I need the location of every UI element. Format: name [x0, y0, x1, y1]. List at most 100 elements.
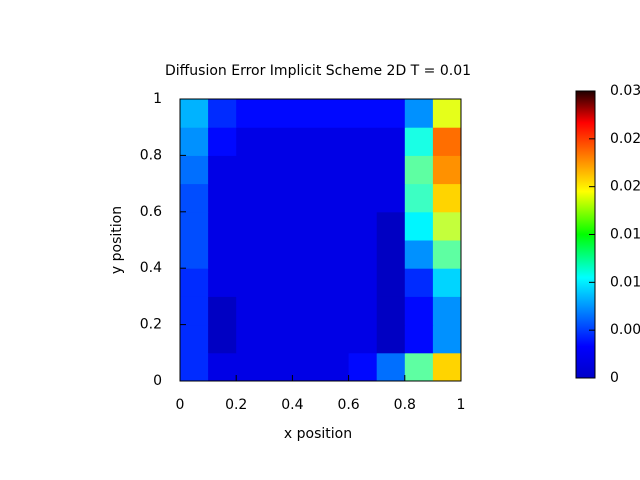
heatmap-cell	[236, 240, 265, 269]
heatmap-cell	[292, 155, 321, 185]
heatmap-cell	[292, 127, 321, 156]
colorbar-tick-label: 0.015	[610, 227, 640, 243]
heatmap-cell	[208, 296, 237, 326]
heatmap-cell	[320, 296, 350, 326]
heatmap-cell	[292, 296, 321, 326]
heatmap-cell	[320, 324, 350, 354]
heatmap-cell	[404, 127, 434, 156]
heatmap-cell	[180, 324, 209, 354]
chart-title: Diffusion Error Implicit Scheme 2D T = 0…	[165, 63, 471, 79]
heatmap-cell	[292, 240, 321, 269]
heatmap-cell	[432, 352, 462, 382]
heatmap-cell	[348, 352, 378, 382]
heatmap-cell	[180, 352, 209, 382]
heatmap-cell	[376, 240, 406, 269]
heatmap-cell	[320, 240, 350, 269]
heatmap-cell	[264, 352, 293, 382]
colorbar-tick-label: 0.03	[610, 83, 640, 99]
heatmap-cell	[264, 296, 293, 326]
y-tick-label: 0.2	[140, 317, 162, 333]
heatmap-cell	[376, 268, 406, 297]
y-tick-label: 1	[153, 91, 162, 107]
heatmap-cell	[292, 99, 321, 128]
heatmap-cell	[208, 127, 237, 156]
x-tick-label: 0.8	[394, 397, 416, 413]
heatmap	[180, 99, 462, 382]
heatmap-cell	[236, 352, 265, 382]
heatmap-cell	[320, 155, 350, 185]
colorbar-tick-label: 0.01	[610, 274, 640, 290]
x-tick-label: 0	[176, 397, 185, 413]
heatmap-cell	[348, 268, 378, 297]
heatmap-cell	[404, 99, 434, 128]
plot-frame	[179, 98, 462, 382]
heatmap-cell	[236, 99, 265, 128]
y-axis-label: y position	[109, 206, 125, 274]
heatmap-cell	[348, 155, 378, 185]
heatmap-cell	[404, 155, 434, 185]
heatmap-cell	[180, 240, 209, 269]
heatmap-cell	[404, 296, 434, 326]
heatmap-cell	[208, 268, 237, 297]
heatmap-cell	[208, 183, 237, 213]
heatmap-cell	[320, 352, 350, 382]
y-tick-label: 0.6	[140, 204, 162, 220]
heatmap-cell	[180, 211, 209, 241]
heatmap-cell	[348, 127, 378, 156]
heatmap-cell	[292, 211, 321, 241]
heatmap-cell	[376, 155, 406, 185]
x-tick-label: 0.2	[225, 397, 247, 413]
heatmap-cell	[432, 211, 462, 241]
heatmap-cell	[264, 211, 293, 241]
heatmap-cell	[320, 99, 350, 128]
colorbar-tick-label: 0	[610, 370, 619, 386]
heatmap-cell	[264, 183, 293, 213]
heatmap-cell	[348, 99, 378, 128]
heatmap-cell	[348, 324, 378, 354]
heatmap-cell	[432, 324, 462, 354]
heatmap-cell	[376, 99, 406, 128]
y-tick-label: 0.4	[140, 260, 162, 276]
heatmap-cell	[292, 183, 321, 213]
heatmap-cell	[208, 99, 237, 128]
heatmap-cell	[320, 127, 350, 156]
heatmap-cell	[404, 211, 434, 241]
heatmap-cell	[180, 268, 209, 297]
heatmap-cell	[180, 183, 209, 213]
heatmap-cell	[236, 183, 265, 213]
heatmap-cell	[348, 211, 378, 241]
heatmap-cell	[180, 99, 209, 128]
heatmap-cell	[264, 155, 293, 185]
heatmap-cell	[376, 324, 406, 354]
heatmap-cell	[264, 268, 293, 297]
heatmap-cell	[292, 268, 321, 297]
heatmap-cell	[376, 211, 406, 241]
colorbar-tick-label: 0.02	[610, 179, 640, 195]
heatmap-cell	[208, 352, 237, 382]
heatmap-cell	[376, 127, 406, 156]
heatmap-cell	[432, 268, 462, 297]
heatmap-cell	[348, 296, 378, 326]
heatmap-cell	[264, 240, 293, 269]
heatmap-cell	[180, 296, 209, 326]
heatmap-cell	[180, 127, 209, 156]
heatmap-cell	[432, 99, 462, 128]
heatmap-cell	[320, 183, 350, 213]
x-tick-label: 1	[457, 397, 466, 413]
heatmap-cell	[432, 240, 462, 269]
heatmap-cell	[180, 155, 209, 185]
y-tick-label: 0.8	[140, 147, 162, 163]
heatmap-cell	[292, 324, 321, 354]
heatmap-cell	[404, 240, 434, 269]
y-tick-label: 0	[153, 373, 162, 389]
heatmap-cell	[236, 296, 265, 326]
x-tick-label: 0.6	[337, 397, 359, 413]
heatmap-cell	[320, 211, 350, 241]
heatmap-cell	[376, 183, 406, 213]
heatmap-cell	[264, 99, 293, 128]
heatmap-cell	[264, 324, 293, 354]
heatmap-cell	[404, 268, 434, 297]
heatmap-cell	[208, 324, 237, 354]
heatmap-cell	[348, 183, 378, 213]
